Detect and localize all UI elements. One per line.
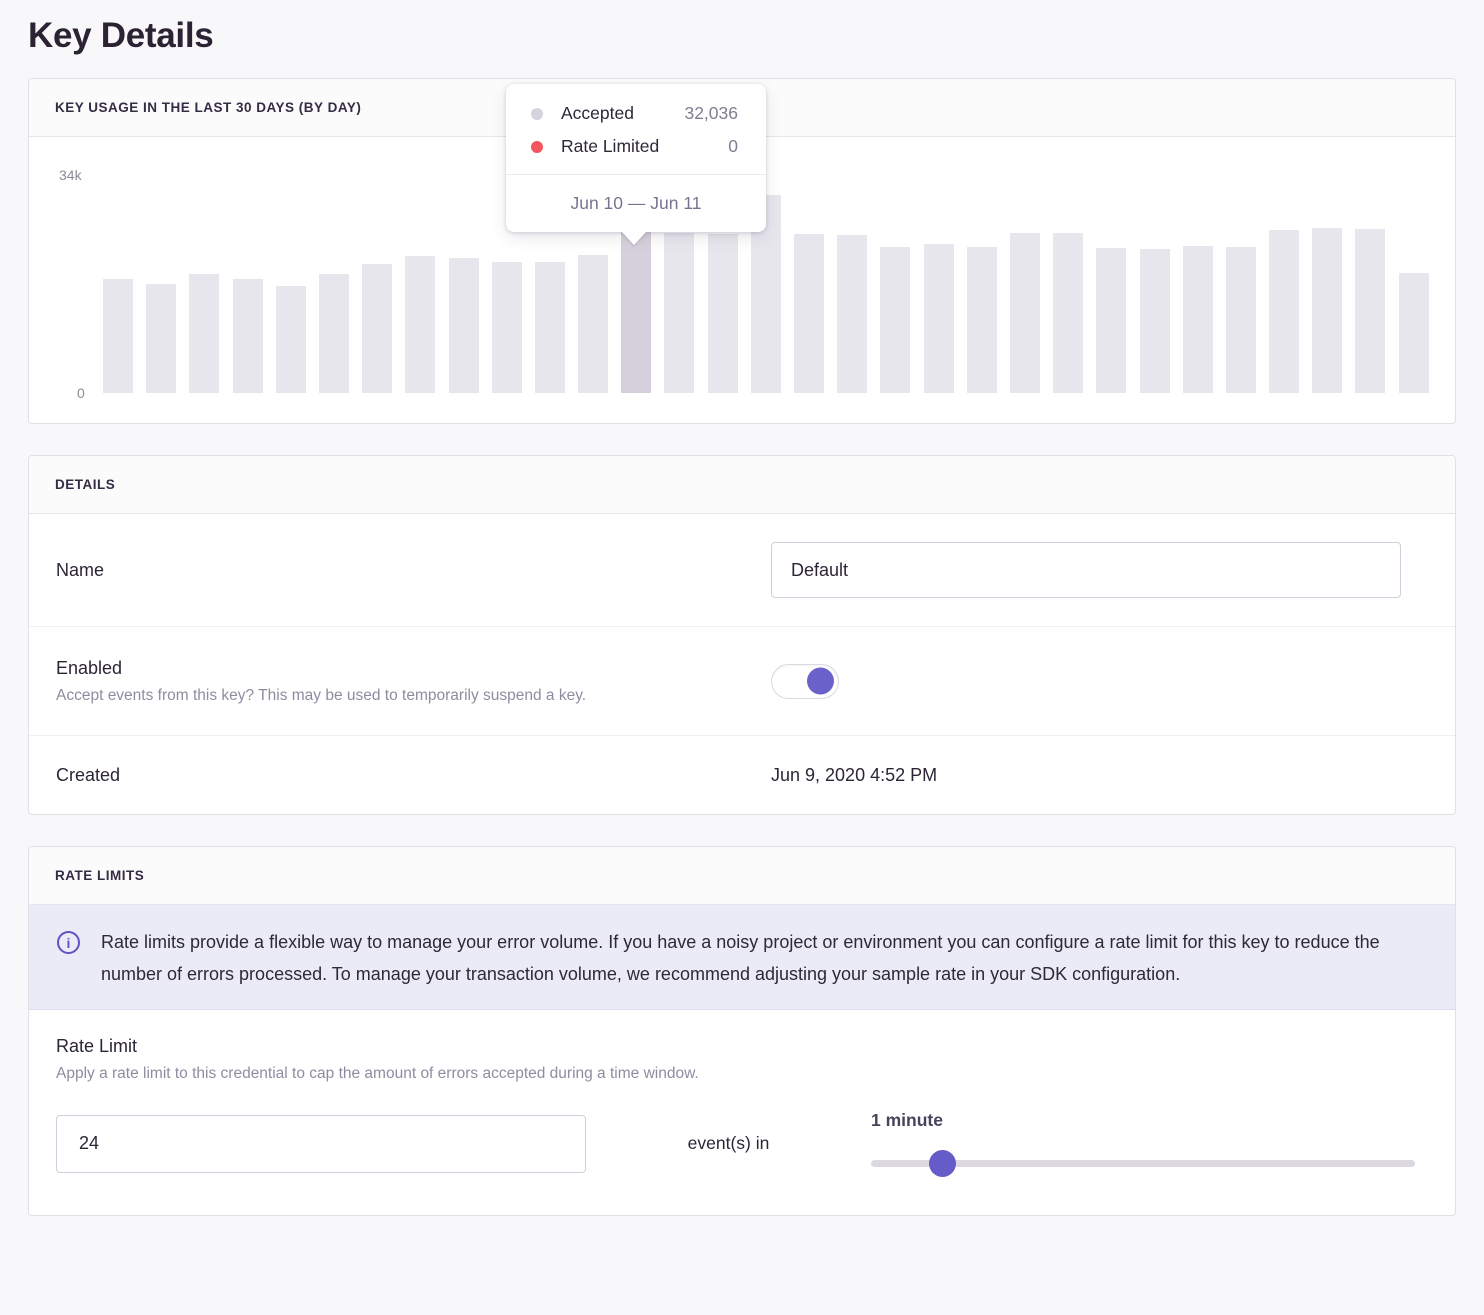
usage-bar[interactable] — [1053, 233, 1084, 393]
usage-bar[interactable] — [275, 286, 306, 393]
usage-bar[interactable] — [534, 262, 565, 393]
usage-bar[interactable] — [1009, 233, 1040, 393]
key-usage-panel-title: KEY USAGE IN THE LAST 30 DAYS (BY DAY) — [55, 100, 362, 115]
usage-bar[interactable] — [491, 262, 522, 393]
created-row: Created Jun 9, 2020 4:52 PM — [29, 736, 1455, 814]
enabled-toggle[interactable] — [771, 663, 839, 699]
usage-bar[interactable] — [837, 235, 868, 393]
rate-limit-window-label: 1 minute — [871, 1110, 943, 1130]
rate-limited-dot-icon — [531, 140, 543, 153]
chart-tooltip: Accepted 32,036 Rate Limited 0 Jun 10 — … — [506, 84, 766, 245]
info-icon: i — [57, 931, 80, 954]
usage-bar[interactable] — [1096, 248, 1127, 393]
rate-limits-alert-text: Rate limits provide a flexible way to ma… — [101, 932, 1380, 984]
usage-bar[interactable] — [189, 274, 220, 393]
created-value: Jun 9, 2020 4:52 PM — [771, 764, 938, 785]
enabled-row: Enabled Accept events from this key? Thi… — [29, 627, 1455, 736]
page-title: Key Details — [28, 16, 214, 55]
rate-limits-panel: RATE LIMITS i Rate limits provide a flex… — [28, 846, 1456, 1216]
usage-bar[interactable] — [1182, 246, 1213, 393]
y-axis-min-label: 0 — [77, 385, 85, 401]
rate-limit-row: Rate Limit Apply a rate limit to this cr… — [29, 1010, 1455, 1215]
accepted-value: 32,036 — [684, 103, 738, 123]
usage-bar[interactable] — [1398, 273, 1429, 393]
name-input[interactable] — [771, 542, 1401, 598]
slider-track[interactable] — [871, 1160, 1415, 1167]
usage-bar[interactable] — [103, 279, 133, 393]
bar-series — [103, 195, 1429, 393]
rate-limited-label: Rate Limited — [561, 136, 660, 156]
details-panel-header: DETAILS — [29, 456, 1455, 514]
slider-knob[interactable] — [928, 1150, 956, 1177]
rate-limits-info-alert: i Rate limits provide a flexible way to … — [29, 905, 1455, 1010]
usage-bar[interactable] — [664, 233, 695, 393]
usage-bar[interactable] — [578, 255, 609, 393]
rate-limit-controls: event(s) in 1 minute — [56, 1110, 1415, 1177]
details-panel-title: DETAILS — [55, 477, 116, 492]
rate-limit-help-text: Apply a rate limit to this credential to… — [56, 1065, 699, 1082]
usage-bar[interactable] — [1225, 247, 1256, 393]
usage-bar[interactable] — [1312, 228, 1343, 393]
rate-limit-window-slider[interactable] — [871, 1150, 1415, 1177]
usage-bar[interactable] — [232, 279, 263, 393]
tooltip-accepted-row: Accepted 32,036 — [531, 97, 738, 130]
accepted-dot-icon — [531, 107, 543, 120]
tooltip-legend-rows: Accepted 32,036 Rate Limited 0 — [506, 84, 766, 175]
details-panel: DETAILS Name Enabled Accept events from … — [28, 455, 1456, 815]
enabled-toggle-knob — [807, 667, 834, 695]
rate-limit-window-control: 1 minute — [871, 1110, 1415, 1177]
rate-limit-count-input[interactable] — [56, 1114, 586, 1173]
usage-bar[interactable] — [794, 234, 824, 393]
tooltip-arrow-icon — [622, 232, 646, 245]
tooltip-rate-limited-row: Rate Limited 0 — [531, 130, 738, 163]
rate-limited-value: 0 — [728, 136, 738, 156]
enabled-help-text: Accept events from this key? This may be… — [56, 686, 587, 704]
rate-limit-connector-text: event(s) in — [687, 1133, 770, 1153]
usage-bar[interactable] — [318, 274, 349, 393]
usage-bar[interactable] — [1139, 249, 1170, 393]
rate-limits-panel-header: RATE LIMITS — [29, 847, 1455, 905]
usage-bar[interactable] — [362, 264, 393, 393]
usage-bar[interactable] — [448, 258, 479, 393]
rate-limit-label: Rate Limit — [56, 1036, 138, 1056]
usage-bar[interactable] — [707, 234, 738, 393]
usage-bar[interactable] — [1355, 229, 1386, 393]
usage-bar[interactable] — [405, 256, 436, 393]
name-row: Name — [29, 514, 1455, 627]
enabled-label: Enabled — [56, 657, 123, 678]
usage-bar[interactable] — [966, 247, 997, 393]
key-details-page: Key Details KEY USAGE IN THE LAST 30 DAY… — [0, 16, 1484, 1216]
usage-bar[interactable] — [146, 284, 177, 393]
accepted-label: Accepted — [561, 103, 634, 123]
usage-bar[interactable] — [923, 244, 954, 393]
key-usage-panel: KEY USAGE IN THE LAST 30 DAYS (BY DAY) 3… — [28, 78, 1456, 424]
y-axis-max-label: 34k — [59, 167, 82, 183]
usage-bar[interactable] — [880, 247, 911, 393]
rate-limits-panel-title: RATE LIMITS — [55, 868, 145, 883]
usage-bar[interactable] — [1269, 230, 1300, 393]
tooltip-date-range: Jun 10 — Jun 11 — [570, 193, 702, 213]
created-label: Created — [56, 764, 121, 785]
name-label: Name — [56, 559, 105, 580]
